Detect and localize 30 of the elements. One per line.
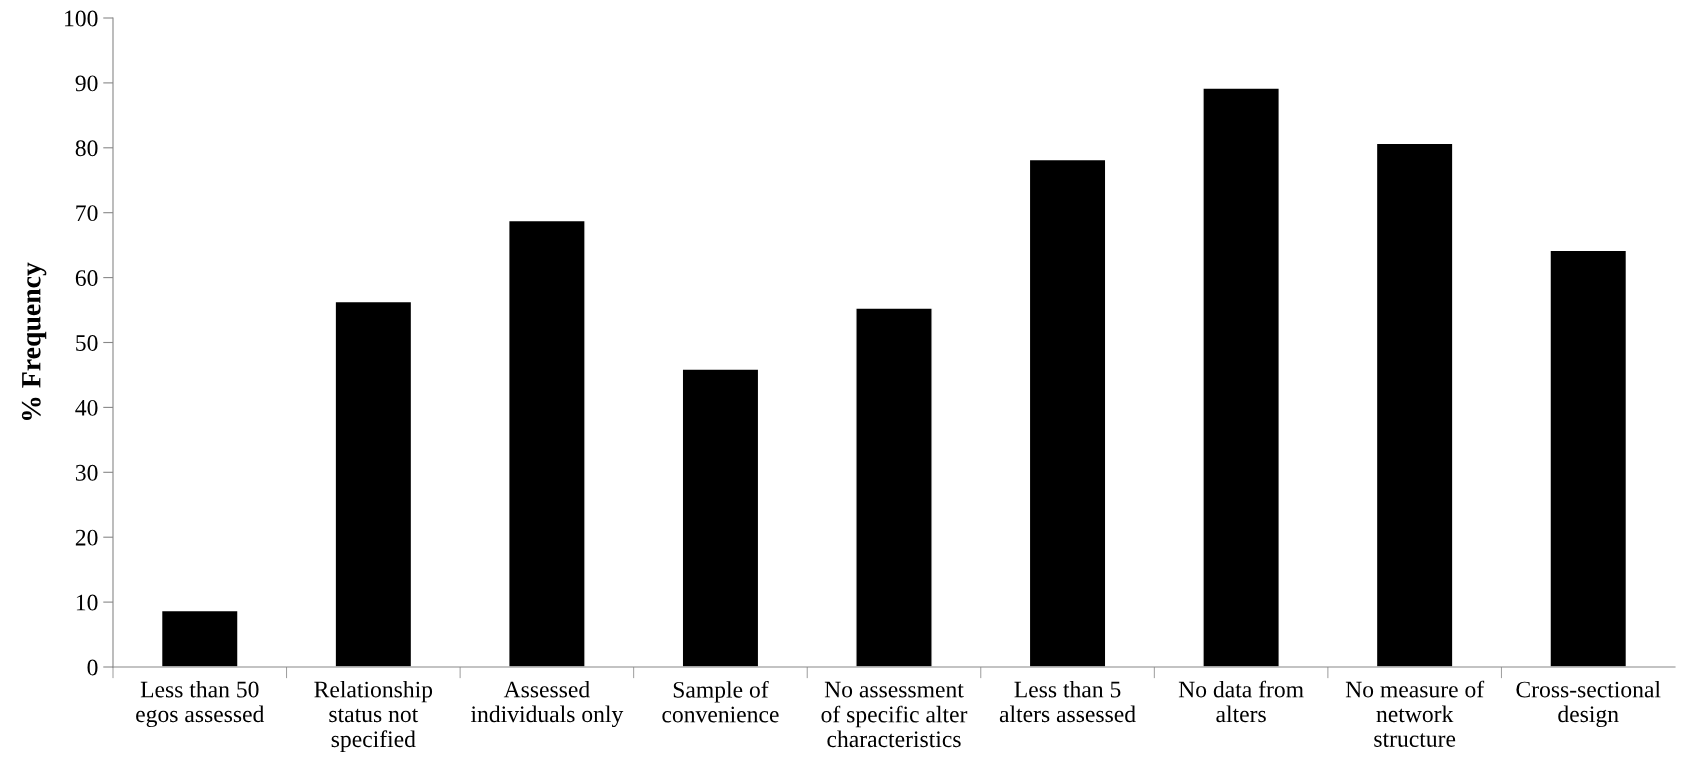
- x-tick-label: Less than 50 egos assessed: [136, 680, 265, 728]
- x-tick-label: Assessed individuals only: [470, 680, 624, 728]
- bar: [1549, 249, 1628, 667]
- bar: [681, 368, 760, 667]
- bar: [1028, 158, 1107, 667]
- y-tick-label: 80: [75, 140, 98, 157]
- y-tick-label: 10: [76, 594, 98, 611]
- y-tick-label: 50: [76, 334, 98, 351]
- y-tick-label: 40: [75, 399, 98, 416]
- bar: [160, 609, 239, 667]
- y-tick-label: 20: [75, 529, 98, 546]
- x-tick-label: Sample of convenience: [662, 680, 779, 723]
- y-tick-label: 70: [76, 205, 98, 222]
- bar: [1202, 87, 1280, 667]
- y-tick-label: 90: [75, 75, 98, 92]
- x-tick-label: No assessment of specific alter characteristics: [821, 681, 968, 748]
- bar: [855, 307, 933, 667]
- y-tick-label: 100: [65, 10, 98, 27]
- y-axis-title: % Frequency: [21, 262, 47, 421]
- x-tick-label: Cross-sectional design: [1516, 680, 1661, 728]
- bar: [1375, 142, 1454, 667]
- y-tick-label: 0: [87, 659, 98, 676]
- y-tick-label: 60: [75, 270, 98, 287]
- bar: [334, 300, 413, 667]
- x-tick-label: No measure of network structure: [1345, 680, 1485, 747]
- y-tick-label: 30: [75, 464, 98, 481]
- x-tick-label: No data from alters: [1178, 680, 1304, 723]
- bar: [508, 219, 586, 667]
- x-tick-label: Relationship status not specified: [314, 680, 433, 752]
- x-tick-label: Less than 5 alters assessed: [999, 680, 1136, 723]
